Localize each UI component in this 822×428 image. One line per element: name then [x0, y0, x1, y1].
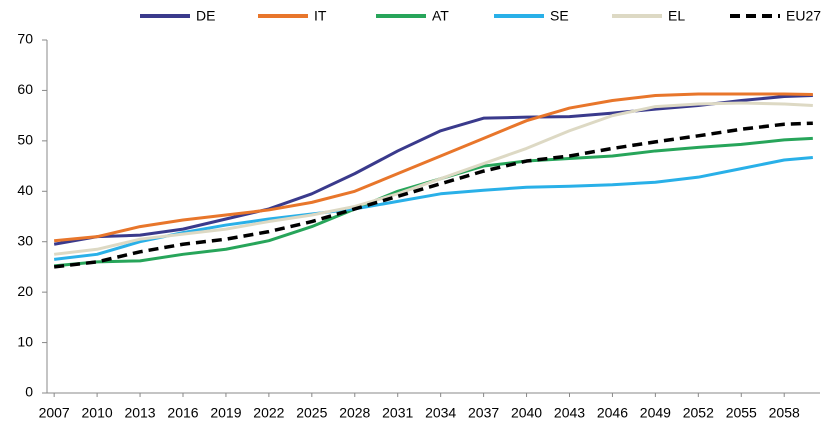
x-tick-label: 2019 — [210, 405, 241, 421]
x-tick-label: 2022 — [253, 405, 284, 421]
legend-label: EU27 — [786, 8, 821, 24]
legend-label: IT — [314, 8, 327, 24]
series-line — [54, 92, 813, 243]
series-line — [53, 93, 813, 246]
y-tick-label: 30 — [17, 232, 33, 248]
x-tick-label: 2058 — [769, 405, 800, 421]
x-tick-label: 2031 — [382, 405, 413, 421]
x-tick-label: 2025 — [296, 405, 327, 421]
x-tick-label: 2007 — [39, 405, 70, 421]
y-tick-label: 0 — [25, 384, 33, 400]
series-line — [53, 156, 813, 261]
x-tick-label: 2016 — [167, 405, 198, 421]
x-tick-label: 2049 — [640, 405, 671, 421]
y-tick-label: 10 — [17, 333, 33, 349]
x-tick-label: 2037 — [468, 405, 499, 421]
x-tick-label: 2052 — [683, 405, 714, 421]
y-tick-label: 40 — [17, 182, 33, 198]
x-tick-label: 2010 — [82, 405, 113, 421]
x-tick-label: 2055 — [726, 405, 757, 421]
y-tick-label: 50 — [17, 132, 33, 148]
legend-label: EL — [668, 8, 685, 24]
legend-label: DE — [196, 8, 215, 24]
x-tick-label: 2040 — [511, 405, 542, 421]
series-line — [53, 101, 813, 256]
series-line — [53, 121, 813, 269]
x-tick-label: 2034 — [425, 405, 456, 421]
x-tick-label: 2028 — [339, 405, 370, 421]
y-tick-label: 70 — [17, 31, 33, 47]
x-tick-label: 2046 — [597, 405, 628, 421]
x-tick-label: 2043 — [554, 405, 585, 421]
x-tick-label: 2013 — [124, 405, 155, 421]
y-tick-label: 60 — [17, 81, 33, 97]
legend-label: SE — [550, 8, 569, 24]
y-tick-label: 20 — [17, 283, 33, 299]
legend-label: AT — [432, 8, 449, 24]
